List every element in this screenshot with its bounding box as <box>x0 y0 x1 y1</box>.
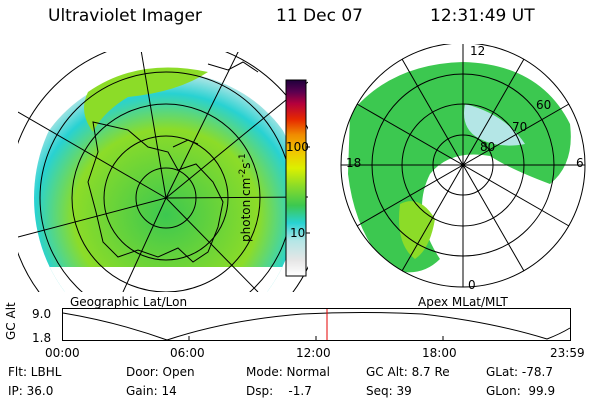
date-label: 11 Dec 07 <box>276 6 363 26</box>
continent-outline <box>87 121 224 263</box>
status-ip: IP: 36.0 <box>8 384 54 398</box>
time-tick-2359: 23:59 <box>550 346 585 360</box>
mlt-label-6: 6 <box>576 156 584 170</box>
colorbar-tick-100: 100 <box>286 140 309 154</box>
time-tick-0000: 00:00 <box>45 346 80 360</box>
mlat-label-70: 70 <box>512 120 528 134</box>
status-mode: Mode: Normal <box>246 365 330 379</box>
mlt-label-12: 12 <box>470 44 486 58</box>
altitude-ylabel: GC Alt <box>4 302 18 340</box>
time-label: 12:31:49 UT <box>430 6 535 26</box>
status-glat: GLat: -78.7 <box>486 365 553 379</box>
status-gc-alt: GC Alt: 8.7 Re <box>366 365 450 379</box>
status-seq: Seq: 39 <box>366 384 412 398</box>
status-dsp: Dsp: -1.7 <box>246 384 312 398</box>
geo-lon-grid <box>18 52 308 292</box>
colorbar-tick-10: 10 <box>290 226 306 240</box>
status-flt: Flt: LBHL <box>8 365 62 379</box>
altitude-ymin: 1.8 <box>32 331 52 345</box>
mlat-label-60: 60 <box>536 98 552 112</box>
geo-panel-caption: Geographic Lat/Lon <box>70 295 188 309</box>
apex-panel-caption: Apex MLat/MLT <box>418 295 508 309</box>
apex-image-panel <box>340 44 586 288</box>
time-tick-1200: 12:00 <box>296 346 331 360</box>
colorbar-unit-label: photon cm-2s-1 <box>238 153 253 242</box>
aurora-arc <box>84 67 208 132</box>
colorbar <box>285 79 310 277</box>
colorbar-scale <box>285 79 307 277</box>
instrument-title: Ultraviolet Imager <box>48 6 202 26</box>
status-glon: GLon: 99.9 <box>486 384 556 398</box>
altitude-curve <box>62 312 571 341</box>
status-gain: Gain: 14 <box>126 384 177 398</box>
mlt-label-18: 18 <box>346 156 362 170</box>
status-door: Door: Open <box>126 365 195 379</box>
time-tick-1800: 18:00 <box>422 346 457 360</box>
altitude-ymax: 9.0 <box>32 307 52 321</box>
altitude-plot <box>62 308 571 341</box>
mlat-label-80: 80 <box>480 140 496 154</box>
apex-mlt-grid <box>341 44 585 287</box>
time-tick-0600: 06:00 <box>170 346 205 360</box>
mlt-label-0: 0 <box>468 278 476 292</box>
